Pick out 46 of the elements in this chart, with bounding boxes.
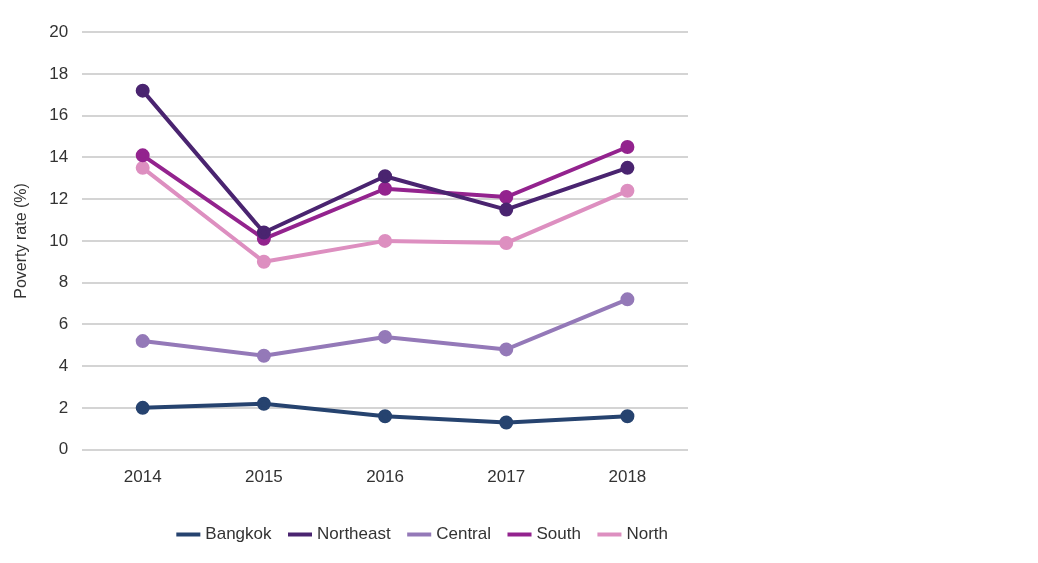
point (256, 348, 271, 363)
point (135, 160, 150, 175)
point (378, 169, 393, 184)
y-tick-label: 18 (49, 63, 69, 83)
y-tick-label: 2 (58, 397, 69, 417)
legend-label: South (536, 524, 581, 544)
y-tick-label: 16 (49, 105, 69, 125)
point (135, 148, 150, 163)
point (499, 342, 514, 357)
point (620, 139, 635, 154)
point (620, 160, 635, 175)
x-tick-label: 2014 (123, 467, 162, 487)
y-tick-label: 4 (58, 355, 69, 375)
y-tick-label: 0 (58, 439, 69, 459)
x-tick-label: 2017 (487, 467, 526, 487)
x-tick-label: 2015 (244, 467, 283, 487)
legend-label: Central (436, 524, 492, 544)
y-tick-label: 20 (49, 21, 69, 41)
legend-label: Northeast (317, 524, 391, 544)
x-tick-label: 2016 (366, 467, 404, 487)
y-tick-label: 12 (49, 188, 69, 208)
y-tick-label: 14 (49, 147, 69, 167)
point (378, 181, 393, 196)
point (499, 415, 514, 430)
y-tick-label: 6 (58, 314, 69, 334)
point (620, 292, 635, 307)
y-axis-title: Poverty rate (%) (12, 183, 30, 299)
point (499, 235, 514, 250)
x-tick-label: 2018 (608, 467, 647, 487)
point (499, 190, 514, 205)
point (135, 400, 150, 415)
point (620, 183, 635, 198)
legend-label: North (626, 524, 669, 544)
y-tick-label: 8 (58, 272, 69, 292)
point (499, 202, 514, 217)
legend-label: Bangkok (205, 524, 272, 544)
point (256, 396, 271, 411)
y-tick-label: 10 (49, 230, 69, 250)
point (620, 409, 635, 424)
point (378, 409, 393, 424)
point (135, 334, 150, 349)
point (378, 329, 393, 344)
point (256, 254, 271, 269)
point (378, 233, 393, 248)
point (135, 83, 150, 98)
point (256, 225, 271, 240)
